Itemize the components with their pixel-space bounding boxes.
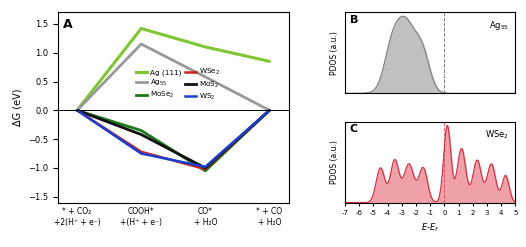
Text: C: C	[350, 124, 358, 134]
Y-axis label: ΔG (eV): ΔG (eV)	[13, 89, 23, 126]
Text: A: A	[63, 18, 72, 31]
Y-axis label: PDOS (a.u.): PDOS (a.u.)	[330, 140, 339, 184]
X-axis label: $E$-$E_f$: $E$-$E_f$	[421, 222, 439, 234]
Text: B: B	[350, 15, 358, 25]
Legend: Ag (111), Ag$_{55}$, MoSe$_2$, WSe$_2$, MoS$_2$, WS$_2$: Ag (111), Ag$_{55}$, MoSe$_2$, WSe$_2$, …	[133, 64, 222, 105]
Y-axis label: PDOS (a.u.): PDOS (a.u.)	[330, 31, 339, 75]
Text: Ag$_{55}$: Ag$_{55}$	[489, 19, 509, 32]
Text: WSe$_2$: WSe$_2$	[484, 128, 509, 141]
